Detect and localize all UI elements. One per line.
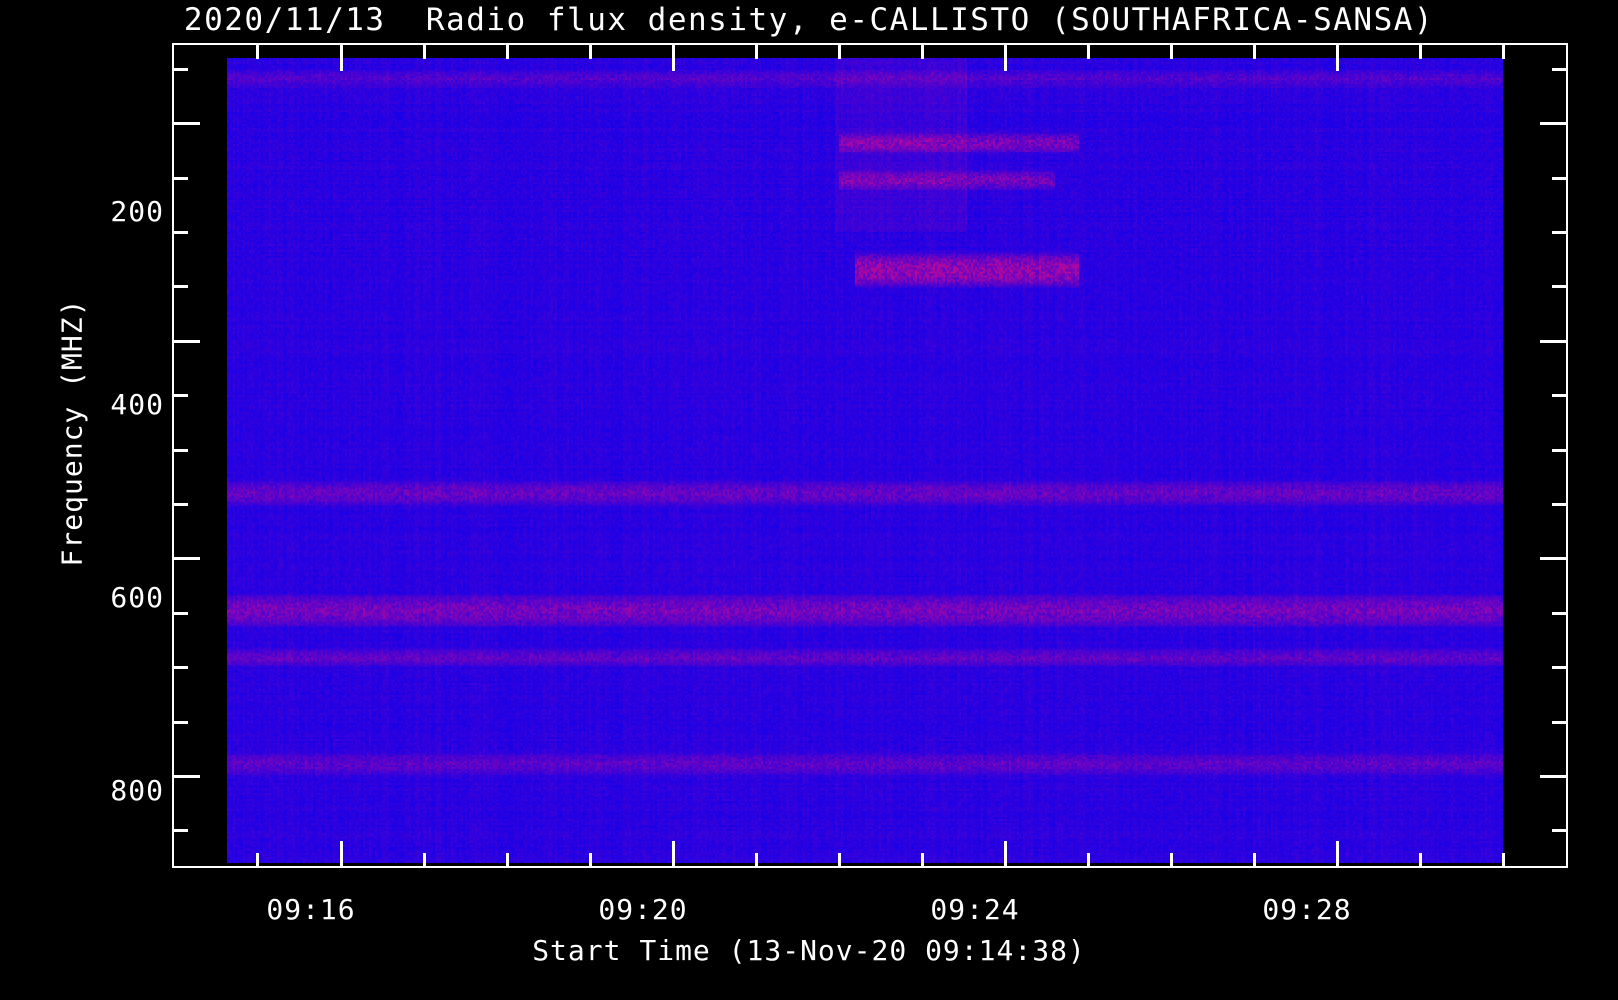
x-tick-top-19 (588, 45, 592, 59)
x-tick-top-20 (671, 45, 675, 71)
y-tick-400 (174, 339, 200, 343)
x-tick-16 (339, 841, 343, 867)
y-tick-label-200: 200 (110, 195, 164, 228)
x-tick-top-28 (1335, 45, 1339, 71)
y-tick-700 (174, 666, 188, 670)
x-tick-17 (422, 853, 426, 867)
spectrogram-plot-area[interactable] (227, 58, 1503, 863)
y-tick-550 (174, 503, 188, 506)
x-tick-top-25 (1086, 45, 1090, 59)
y-tick-right-700 (1552, 666, 1566, 670)
page-title: 2020/11/13 Radio flux density, e-CALLIST… (183, 2, 1435, 38)
y-tick-600 (174, 557, 200, 561)
x-tick-15 (256, 853, 260, 867)
y-tick-right-200 (1540, 122, 1566, 126)
x-axis-label: Start Time (13-Nov-20 09:14:38) (532, 934, 1086, 967)
y-tick-right-650 (1552, 611, 1566, 615)
y-tick-right-250 (1552, 176, 1566, 180)
axis-frame (172, 43, 1568, 868)
x-tick-27 (1252, 853, 1256, 867)
y-tick-label-400: 400 (110, 388, 164, 421)
x-tick-18 (505, 853, 509, 867)
x-tick-top-26 (1169, 45, 1173, 59)
y-tick-right-550 (1552, 503, 1566, 506)
y-tick-label-600: 600 (110, 581, 164, 614)
x-tick-top-30 (1502, 45, 1505, 59)
y-tick-right-600 (1540, 557, 1566, 561)
x-tick-label-0920: 09:20 (598, 893, 688, 926)
y-tick-450 (174, 394, 188, 398)
y-tick-right-300 (1552, 231, 1566, 235)
y-tick-300 (174, 231, 188, 235)
y-tick-right-800 (1540, 774, 1566, 778)
y-tick-500 (174, 448, 188, 452)
x-tick-23 (920, 853, 924, 867)
y-tick-200 (174, 122, 200, 126)
y-axis-label: Frequency (MHZ) (55, 298, 89, 567)
x-tick-30 (1502, 853, 1505, 867)
x-tick-29 (1418, 853, 1422, 867)
x-tick-22 (837, 853, 841, 867)
x-tick-19 (588, 853, 592, 867)
y-tick-350 (174, 285, 188, 289)
x-tick-top-22 (837, 45, 841, 59)
y-tick-750 (174, 720, 188, 724)
x-tick-20 (671, 841, 675, 867)
x-tick-top-24 (1003, 45, 1007, 71)
y-tick-label-800: 800 (110, 774, 164, 807)
x-tick-top-15 (256, 45, 260, 59)
y-tick-250 (174, 176, 188, 180)
x-tick-26 (1169, 853, 1173, 867)
x-tick-top-29 (1418, 45, 1422, 59)
x-tick-top-17 (422, 45, 426, 59)
y-tick-right-750 (1552, 720, 1566, 724)
x-tick-top-16 (339, 45, 343, 71)
x-tick-25 (1086, 853, 1090, 867)
x-tick-top-27 (1252, 45, 1256, 59)
y-tick-800 (174, 774, 200, 778)
x-tick-28 (1335, 841, 1339, 867)
x-tick-24 (1003, 841, 1007, 867)
x-tick-label-0916: 09:16 (266, 893, 356, 926)
y-tick-right-150 (1552, 67, 1566, 71)
y-tick-right-400 (1540, 339, 1566, 343)
x-tick-label-0924: 09:24 (930, 893, 1020, 926)
y-tick-650 (174, 611, 188, 615)
y-tick-right-350 (1552, 285, 1566, 289)
y-tick-right-850 (1552, 829, 1566, 833)
y-tick-150 (174, 67, 188, 71)
x-tick-top-23 (920, 45, 924, 59)
y-tick-850 (174, 829, 188, 833)
x-tick-top-18 (505, 45, 509, 59)
x-tick-21 (754, 853, 758, 867)
x-tick-top-21 (754, 45, 758, 59)
x-tick-label-0928: 09:28 (1262, 893, 1352, 926)
y-tick-right-450 (1552, 394, 1566, 398)
y-tick-right-500 (1552, 448, 1566, 452)
spectrogram-image[interactable] (227, 58, 1503, 863)
